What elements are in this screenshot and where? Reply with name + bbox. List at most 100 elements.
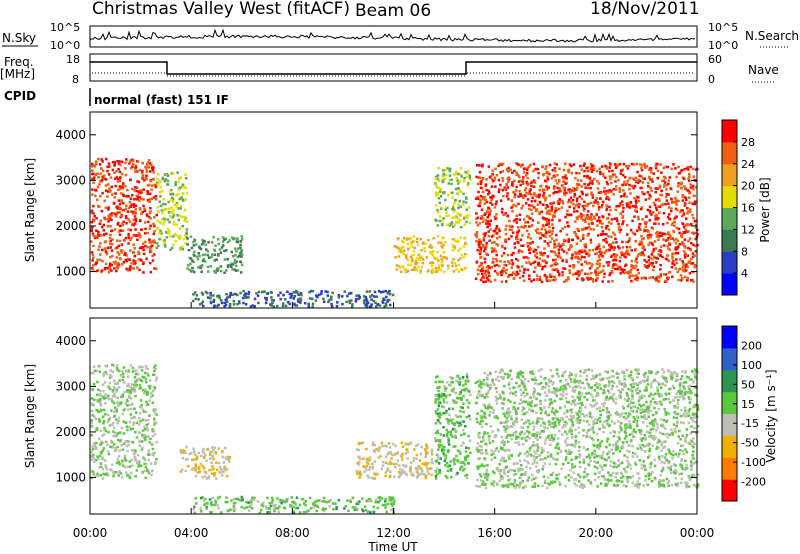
power-cell-0: [111, 160, 115, 164]
power-cell-6: [647, 230, 650, 233]
velocity-cell-4: [466, 473, 469, 477]
power-cell-6: [595, 197, 599, 200]
power-cell-1: [158, 231, 161, 235]
power-cell-6: [519, 193, 522, 196]
power-cell-5: [454, 216, 457, 219]
power-cell-0: [135, 234, 138, 237]
velocity-cell-3: [367, 476, 370, 479]
velocity-cell-4: [464, 474, 467, 477]
power-cell-6: [594, 271, 597, 274]
velocity-cell-0: [96, 380, 99, 384]
velocity-cell-0: [155, 440, 158, 444]
velocity-cell-0: [134, 459, 137, 462]
power-cell-0: [117, 178, 120, 181]
power-cell-6: [638, 179, 642, 183]
velocity-cell-1: [188, 452, 191, 456]
velocity-cell-4: [459, 466, 462, 469]
power-cell-6: [672, 163, 675, 166]
velocity-cell-0: [96, 474, 100, 478]
power-cell-6: [677, 165, 680, 169]
power-cell-6: [542, 194, 545, 198]
power-cell-5: [465, 175, 468, 178]
power-cell-6: [621, 270, 625, 274]
power-cell-6: [499, 271, 503, 274]
velocity-cell-5: [575, 380, 578, 383]
velocity-cell-5: [683, 387, 686, 390]
power-cell-6: [578, 252, 581, 255]
velocity-cell-2: [266, 496, 269, 500]
velocity-cell-5: [605, 407, 609, 410]
power-cell-6: [621, 173, 625, 177]
power-cell-0: [127, 228, 130, 231]
power-cell-3: [375, 305, 378, 308]
velocity-cell-0: [132, 421, 136, 424]
velocity-cell-0: [100, 408, 103, 412]
power-cell-0: [132, 234, 135, 237]
power-cell-6: [513, 169, 516, 173]
power-cell-6: [644, 225, 647, 228]
power-cell-6: [554, 245, 557, 249]
power-cell-6: [490, 203, 494, 206]
velocity-cell-0: [100, 441, 104, 445]
velocity-cell-3: [373, 450, 377, 454]
velocity-cell-0: [114, 470, 118, 474]
power-cell-2: [239, 243, 242, 247]
power-cell-0: [137, 190, 140, 193]
power-cell-6: [641, 238, 644, 241]
velocity-cell-1: [206, 447, 210, 451]
power-cell-6: [550, 232, 554, 236]
power-cell-6: [498, 235, 501, 239]
velocity-cell-5: [504, 412, 508, 415]
velocity-cell-5: [571, 386, 575, 390]
velocity-cell-2: [216, 504, 219, 507]
power-cell-6: [680, 181, 683, 184]
velocity-cell-2: [384, 497, 387, 501]
velocity-cell-5: [492, 484, 496, 487]
power-cell-0: [135, 195, 138, 198]
power-cell-6: [668, 176, 672, 179]
power-cell-2: [219, 251, 223, 254]
power-cell-6: [671, 262, 674, 265]
velocity-cell-3: [365, 457, 369, 461]
power-cell-6: [586, 214, 589, 217]
power-cell-6: [660, 203, 663, 207]
power-cell-0: [149, 250, 153, 253]
velocity-cell-0: [126, 449, 129, 453]
power-cell-6: [526, 268, 530, 272]
power-cell-6: [694, 264, 697, 268]
power-cell-3: [299, 301, 302, 304]
velocity-cell-4: [459, 415, 462, 418]
power-cell-4: [435, 257, 439, 260]
power-cell-0: [114, 184, 117, 188]
power-cell-6: [533, 168, 537, 171]
power-cell-2: [240, 249, 243, 252]
power-cell-6: [657, 249, 661, 253]
power-cell-4: [414, 260, 418, 263]
velocity-cell-5: [618, 380, 621, 383]
power-cell-6: [554, 207, 558, 210]
power-cell-0: [130, 166, 133, 170]
velocity-cell-0: [140, 405, 143, 409]
freq-label: Freq.: [4, 55, 34, 69]
power-cell-6: [683, 244, 686, 248]
power-cell-6: [622, 163, 626, 166]
velocity-cell-3: [357, 463, 361, 466]
power-cell-3: [247, 296, 250, 299]
power-cell-6: [690, 262, 693, 265]
power-cell-3: [388, 292, 392, 296]
power-cell-0: [152, 196, 156, 199]
power-cell-6: [585, 166, 588, 170]
power-cell-1: [173, 203, 177, 207]
power-cell-5: [463, 223, 466, 226]
velocity-cell-0: [127, 408, 130, 411]
velocity-cell-5: [687, 485, 691, 488]
velocity-cell-0: [145, 462, 148, 466]
power-cell-6: [654, 198, 658, 202]
power-cell-0: [131, 212, 135, 215]
power-cell-6: [554, 179, 558, 182]
velocity-cell-4: [452, 401, 456, 405]
power-cell-6: [640, 206, 644, 209]
power-cell-6: [689, 248, 692, 252]
power-cell-0: [119, 163, 122, 167]
power-cell-6: [506, 170, 510, 173]
